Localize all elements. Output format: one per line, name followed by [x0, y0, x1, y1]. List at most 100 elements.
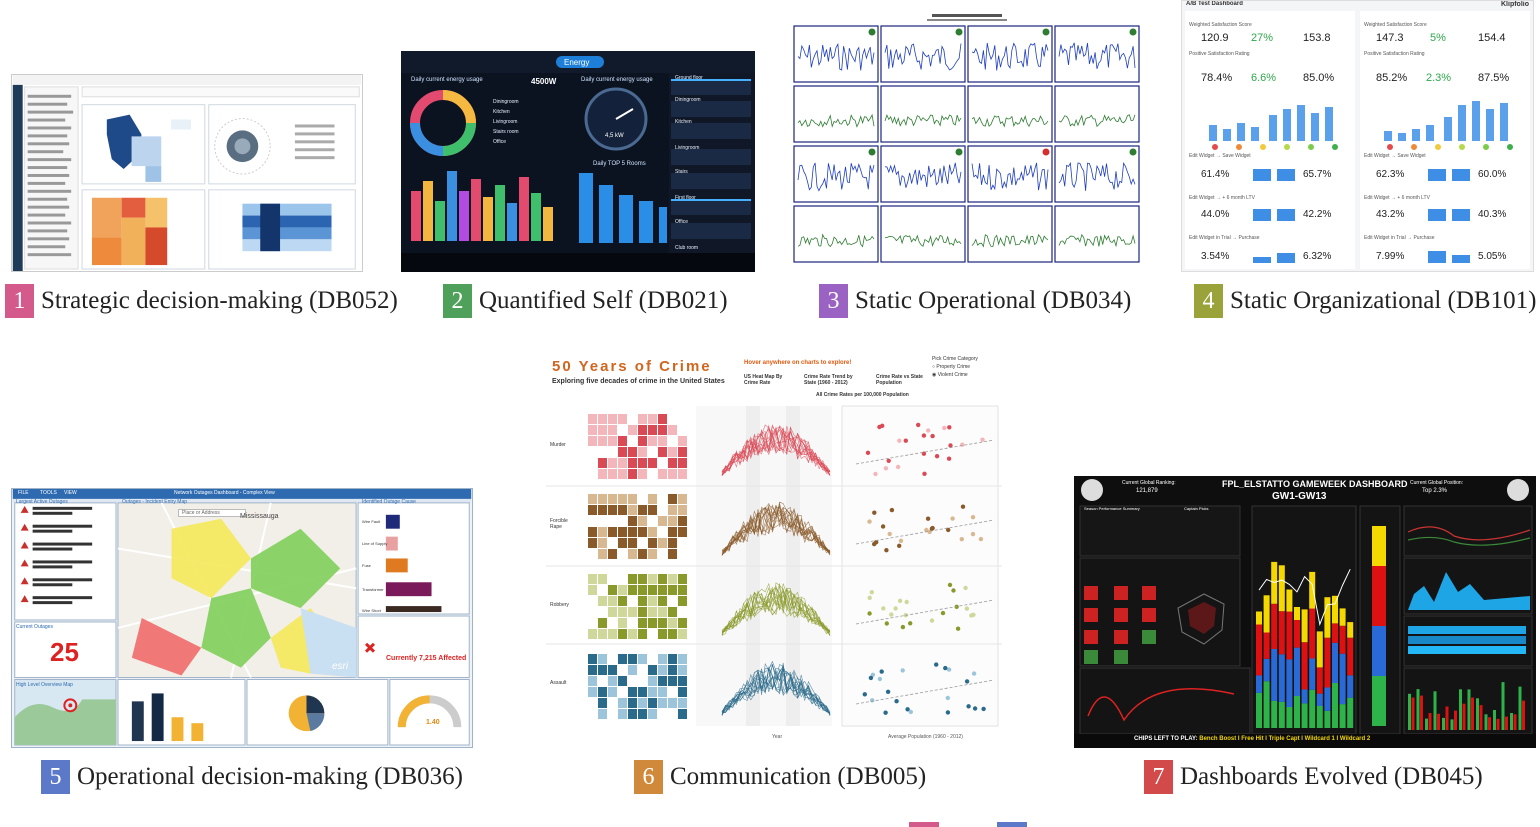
figure-number: 6: [634, 760, 663, 794]
funnel-label: Edit Widget → Save Widget: [1189, 153, 1251, 159]
db034-mini-chart: [967, 205, 1053, 263]
col-head-trend: Crime Rate Trend by State (1960 - 2012): [804, 374, 853, 386]
side-menu-item[interactable]: Ground floor: [675, 75, 703, 81]
option-label: Property Crime: [936, 364, 971, 370]
left-usage-title: Daily current energy usage: [411, 77, 483, 83]
row-label-murder: Murder: [550, 442, 566, 448]
rating-a: 78.4%: [1201, 72, 1233, 84]
funnel-bar-b: [1452, 209, 1470, 221]
side-menu-item[interactable]: Office: [675, 219, 688, 225]
crime-title: 50 Years of Crime: [552, 358, 712, 375]
figure-caption-4: 4 Static Organizational (DB101): [1194, 284, 1536, 318]
score-a: 147.3: [1376, 32, 1404, 44]
side-menu-item[interactable]: Stairs: [675, 169, 688, 175]
funnel-bar-a: [1428, 169, 1446, 181]
cause-label: Line of Supply: [362, 541, 388, 546]
funnel-label: Edit Widget → + 6 month LTV: [1189, 195, 1255, 201]
room-item: Stairs room: [493, 129, 519, 135]
figure-number: 1: [5, 284, 34, 318]
figure-number: 4: [1194, 284, 1223, 318]
energy-tab-label[interactable]: Energy: [564, 58, 590, 67]
funnel-a: 3.54%: [1201, 251, 1230, 262]
menu-view[interactable]: VIEW: [64, 490, 77, 496]
cause-label: Fuse: [362, 563, 371, 568]
funnel-b: 60.0%: [1478, 169, 1507, 180]
score-delta: 5%: [1430, 32, 1446, 44]
figure-caption-6: 6 Communication (DB005): [634, 760, 926, 794]
rating-label: Positive Satisfaction Rating: [1189, 51, 1250, 57]
side-menu-item[interactable]: Livingroom: [675, 145, 700, 151]
col-head-heatmap: US Heat Map By Crime Rate: [744, 374, 783, 386]
pick-category-label: Pick Crime Category: [932, 356, 978, 362]
chips-prefix: CHIPS LEFT TO PLAY:: [1134, 736, 1198, 742]
db034-mini-chart: [880, 145, 966, 203]
side-menu-item[interactable]: Diningroom: [675, 97, 701, 103]
figure-title: Operational decision-making (DB036): [77, 763, 464, 790]
db034-mini-chart: [1054, 205, 1140, 263]
funnel-b: 42.2%: [1303, 209, 1332, 220]
db034-mini-chart: [880, 25, 966, 83]
funnel-label: Edit Widget in Trial → Purchase: [1364, 235, 1435, 241]
rating-delta: 6.6%: [1251, 72, 1277, 84]
right-usage-title: Daily current energy usage: [581, 77, 653, 83]
fpl-subtitle: GW1-GW13: [1272, 491, 1327, 502]
rating-b: 87.5%: [1478, 72, 1510, 84]
figure-caption-3: 3 Static Operational (DB034): [819, 284, 1131, 318]
db005-row-3: [588, 654, 995, 719]
funnel-a: 43.2%: [1376, 209, 1405, 220]
db034-mini-chart: [1054, 145, 1140, 203]
funnel-a: 7.99%: [1376, 251, 1405, 262]
col-head-scatter: Crime Rate vs State Population: [876, 374, 923, 386]
db052-preview: [12, 75, 362, 271]
thumbnail-db052: [11, 74, 363, 272]
db045-stacked-bars: [1256, 561, 1354, 728]
rank-value: 121,879: [1136, 488, 1158, 494]
rates-note: All Crime Rates per 100,000 Population: [816, 392, 909, 398]
season-summary-label: Season Performance Summary: [1084, 506, 1140, 511]
row-label-assault: Assault: [550, 680, 567, 686]
side-menu-item[interactable]: Club room: [675, 245, 699, 251]
legend-swatch-pink: [909, 822, 939, 827]
current-outages-value: 25: [50, 637, 79, 667]
funnel-b: 5.05%: [1478, 251, 1507, 262]
chips-bar: CHIPS LEFT TO PLAY: Bench Boost I Free H…: [1134, 736, 1370, 742]
menu-tools[interactable]: TOOLS: [40, 490, 57, 496]
funnel-bar-a: [1253, 209, 1271, 221]
menu-file[interactable]: FILE: [18, 490, 29, 496]
db034-mini-chart: [793, 85, 879, 143]
db034-preview: [792, 12, 1143, 265]
largest-outages-title: Largest Active Outages: [16, 499, 68, 505]
option-property-crime[interactable]: ○ Property Crime: [932, 364, 971, 370]
db021-preview: [401, 51, 755, 272]
db045-preview: [1074, 476, 1536, 748]
funnel-bar-a: [1253, 257, 1271, 263]
side-menu: Ground floor Diningroom Kitchen Livingro…: [675, 75, 703, 251]
search-input[interactable]: Place or Address: [178, 509, 246, 517]
thumbnail-db045: FPL_ELSTATTO GAMEWEEK DASHBOARD GW1-GW13…: [1074, 476, 1536, 748]
funnel-label: Edit Widget → + 6 month LTV: [1364, 195, 1430, 201]
crime-subtitle: Exploring five decades of crime in the U…: [552, 378, 725, 385]
rating-delta: 2.3%: [1426, 72, 1452, 84]
ab-header-title: A/B Test Dashboard: [1186, 1, 1243, 7]
map-title: Outages - Incident Entry Map: [122, 499, 188, 505]
funnel-bar-b: [1277, 169, 1295, 181]
figure-caption-5: 5 Operational decision-making (DB036): [41, 760, 463, 794]
figure-title: Quantified Self (DB021): [479, 287, 728, 314]
cause-label: Wire Fault: [362, 519, 381, 524]
funnel-b: 6.32%: [1303, 251, 1332, 262]
db034-mini-chart: [880, 85, 966, 143]
row-label-robbery: Robbery: [550, 602, 569, 608]
gauge-value: 4,5 kW: [605, 133, 624, 139]
side-menu-item[interactable]: First floor: [675, 195, 696, 201]
db005-preview: [546, 354, 1002, 746]
db005-row-0: [588, 414, 995, 479]
current-outages-label: Current Outages: [16, 624, 53, 630]
figure-caption-7: 7 Dashboards Evolved (DB045): [1144, 760, 1483, 794]
option-violent-crime[interactable]: ◉ Violent Crime: [932, 372, 968, 378]
db034-mini-chart: [967, 25, 1053, 83]
top-rooms-title: Daily TOP 5 Rooms: [593, 161, 646, 167]
gauge-value: 1.40: [426, 719, 440, 726]
side-menu-item[interactable]: Kitchen: [675, 119, 692, 125]
esri-logo: esri: [332, 661, 349, 672]
funnel-a: 62.3%: [1376, 169, 1405, 180]
